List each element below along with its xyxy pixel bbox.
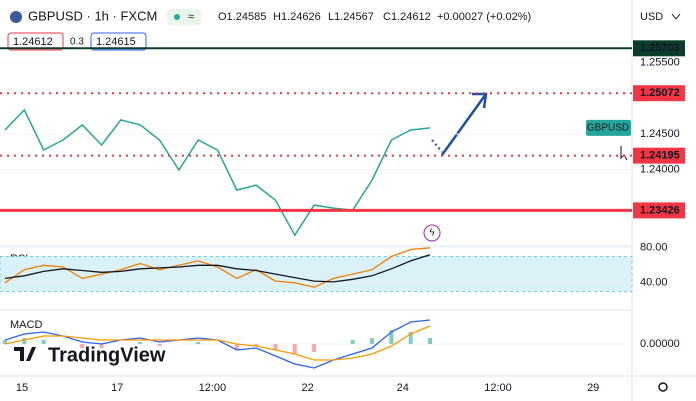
macd-hist [3, 340, 7, 344]
macd-hist [99, 344, 104, 348]
level-label: 1.25072 [640, 87, 680, 99]
settings-icon[interactable] [658, 382, 668, 392]
macd-hist [80, 344, 85, 348]
rsi-line [4, 247, 431, 288]
event-glyph: ϟ [429, 228, 435, 239]
macd-hist [428, 338, 432, 344]
cursor [620, 146, 628, 161]
y-tick-label: 1.24500 [640, 128, 680, 140]
macd-label: MACD [10, 319, 42, 331]
y-tick-label: 80.00 [640, 242, 668, 254]
macd-hist [254, 344, 259, 346]
x-tick-label: 22 [301, 382, 313, 394]
buy-button[interactable] [90, 32, 147, 51]
x-tick-label: 29 [587, 382, 599, 394]
y-tick-label: 40.00 [640, 277, 668, 289]
status-pill[interactable] [167, 9, 201, 25]
level-label: 1.24195 [640, 150, 680, 162]
macd-hist [292, 344, 297, 354]
ohlc-low: L1.24567 [328, 11, 374, 23]
level-tag [633, 202, 685, 219]
rsi-line [4, 254, 431, 283]
macd-hist [273, 344, 278, 350]
macd-hist [138, 342, 143, 344]
level-tag [633, 147, 685, 164]
ohlc-high: H1.24626 [273, 11, 321, 23]
level-tag [633, 40, 685, 57]
level-tag [633, 85, 685, 102]
status-icon: ≈ [188, 11, 194, 23]
macd-hist [408, 332, 413, 344]
price-line [4, 108, 431, 237]
macd-hist [312, 344, 317, 352]
ohlc-open: O1.24585 [218, 11, 266, 23]
sell-price[interactable]: 1.24612 [13, 36, 53, 48]
x-tick-label: 24 [397, 382, 409, 394]
buy-price[interactable]: 1.24615 [96, 36, 136, 48]
ohlc-change: +0.00027 (+0.02%) [437, 11, 531, 23]
level-label: 1.23426 [640, 204, 680, 216]
macd-hist [350, 340, 355, 344]
currency[interactable]: USD [640, 11, 663, 23]
x-tick-label: 17 [111, 382, 123, 394]
series-name: GBPUSD [587, 123, 629, 134]
event-icon[interactable] [423, 224, 441, 242]
x-tick-label: 12:00 [199, 382, 227, 394]
macd-hist [196, 342, 201, 344]
x-tick-label: 15 [16, 382, 28, 394]
macd-hist [234, 344, 239, 350]
y-tick-label: 0.00000 [640, 338, 680, 350]
macd-hist [157, 344, 162, 346]
dropdown-icon [671, 13, 681, 20]
x-tick-label: 12:00 [484, 382, 512, 394]
y-tick-label: 1.24000 [640, 163, 680, 175]
brand: TradingView [48, 344, 166, 366]
symbol[interactable]: GBPUSD · 1h · FXCM [28, 8, 157, 23]
brand-logo [14, 347, 36, 361]
macd-hist [41, 340, 46, 344]
y-tick-label: 1.25500 [640, 57, 680, 69]
sell-button[interactable] [7, 32, 64, 51]
macd-hist [370, 338, 375, 344]
macd-hist [389, 330, 394, 344]
spread: 0.3 [70, 37, 84, 48]
macd-hist [22, 338, 27, 344]
flag-icon [10, 11, 22, 23]
status-dot [174, 14, 180, 20]
ohlc-close: C1.24612 [383, 11, 431, 23]
level-label: 1.25703 [640, 42, 680, 54]
series-tag [586, 119, 631, 136]
macd-line [4, 325, 431, 361]
